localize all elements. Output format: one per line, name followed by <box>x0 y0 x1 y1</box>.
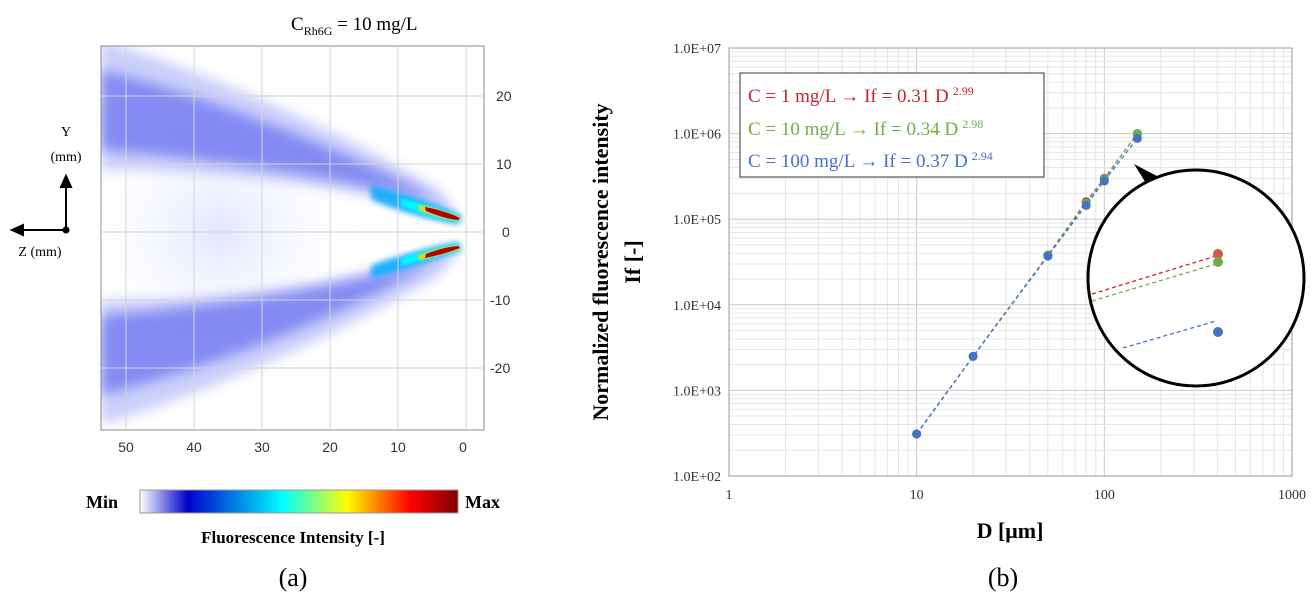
x-tick-label: 100 <box>1094 488 1115 503</box>
heatmap-x-ticks: 50 40 30 20 10 0 <box>118 439 467 455</box>
y-tick-label: 1.0E+04 <box>673 299 721 314</box>
y-tick-label: 1.0E+06 <box>673 128 721 143</box>
y-tick-label: 1.0E+02 <box>673 470 721 485</box>
zoom-inset <box>1086 164 1306 388</box>
data-point <box>1043 251 1053 261</box>
legend-text: C = 1 mg/L → If = 0.31 D <box>748 86 949 107</box>
axis-indicator <box>9 173 73 237</box>
x-tick-label: 1000 <box>1278 488 1306 503</box>
panel-a: 50 40 30 20 10 0 20 10 0 -10 -20 Y (mm) … <box>9 14 512 592</box>
data-point <box>912 429 922 439</box>
x-tick-label: 50 <box>118 439 134 455</box>
inset-line-red <box>1091 255 1217 295</box>
colorbar-min-label: Min <box>86 492 118 512</box>
data-point <box>1099 174 1109 184</box>
fit-lines <box>916 133 1138 435</box>
data-point <box>1043 250 1053 260</box>
fit-line <box>916 133 1138 435</box>
y-tick-label: -10 <box>490 292 510 308</box>
inset-line-green <box>1091 263 1217 302</box>
y-tick-label: 1.0E+03 <box>673 384 721 399</box>
legend-entry-2: C = 10 mg/L → If = 0.34 D 2.98 <box>748 117 983 140</box>
zoom-pointer <box>1134 164 1172 199</box>
caption-b: (b) <box>988 563 1018 592</box>
axis-z-label: Z (mm) <box>18 245 61 260</box>
caption-a: (a) <box>279 563 308 592</box>
title-subscript: Rh6G <box>304 24 333 38</box>
legend-box <box>739 72 1045 178</box>
inset-point-green <box>1213 257 1223 267</box>
data-point <box>912 429 922 439</box>
legend-exponent: 2.98 <box>962 117 983 131</box>
x-tick-label: 1 <box>726 488 733 503</box>
x-tick-label: 10 <box>390 439 406 455</box>
inset-point-blue <box>1213 327 1223 337</box>
colorbar-label: Fluorescence Intensity [-] <box>201 528 385 547</box>
data-point <box>968 351 978 361</box>
fit-line <box>916 138 1138 435</box>
x-axis-title: D [μm] <box>977 518 1044 543</box>
log-plot-area <box>728 47 1293 477</box>
x-tick-label: 30 <box>254 439 270 455</box>
y-tick-label: 20 <box>496 88 512 104</box>
fit-line <box>916 133 1138 435</box>
data-point <box>968 351 978 361</box>
data-point <box>912 429 922 439</box>
legend-text: C = 10 mg/L → If = 0.34 D <box>748 119 958 140</box>
axis-y-label-line1: Y <box>61 125 71 140</box>
data-points <box>912 129 1142 439</box>
data-point <box>1099 176 1109 186</box>
zoom-circle <box>1086 168 1306 388</box>
legend-exponent: 2.99 <box>953 84 974 98</box>
inset-point-red <box>1213 249 1223 259</box>
data-point <box>1132 129 1142 139</box>
axis-y-label-line2: (mm) <box>50 150 81 165</box>
x-tick-label: 10 <box>910 488 924 503</box>
legend-text: C = 100 mg/L → If = 0.37 D <box>748 151 968 172</box>
y-tick-label: 0 <box>502 224 510 240</box>
log-grid <box>728 48 1292 477</box>
x-tick-label: 20 <box>322 439 338 455</box>
data-point <box>1081 197 1091 207</box>
data-point <box>1132 133 1142 143</box>
legend-entry-1: C = 1 mg/L → If = 0.31 D 2.99 <box>748 84 974 107</box>
inset-line-blue <box>1122 320 1217 349</box>
data-point <box>1081 198 1091 208</box>
heatmap-grid <box>101 46 484 430</box>
heatmap-y-ticks: 20 10 0 -10 -20 <box>490 88 512 376</box>
x-tick-label: 0 <box>459 439 467 455</box>
y-tick-label: -20 <box>490 360 510 376</box>
log-axis-ticks: 1 10 100 1000 1.0E+02 1.0E+03 1.0E+04 1.0E+05 1.… <box>673 42 1306 503</box>
legend-entry-3: C = 100 mg/L → If = 0.37 D 2.94 <box>748 149 993 172</box>
data-point <box>1081 200 1091 210</box>
heatmap-title: CRh6G = 10 mg/L <box>291 14 418 38</box>
data-point <box>1132 129 1142 139</box>
legend: C = 1 mg/L → If = 0.31 D 2.99 C = 10 mg/L… <box>739 72 1045 178</box>
data-point <box>968 351 978 361</box>
title-main: C <box>291 14 304 35</box>
y-tick-label: 1.0E+07 <box>673 42 721 57</box>
legend-exponent: 2.94 <box>972 149 993 163</box>
colorbar-max-label: Max <box>465 492 500 512</box>
y-tick-label: 1.0E+05 <box>673 213 721 228</box>
title-rest: = 10 mg/L <box>332 14 417 35</box>
colorbar <box>139 489 459 514</box>
data-point <box>1043 250 1053 260</box>
data-point <box>1099 173 1109 183</box>
x-tick-label: 40 <box>186 439 202 455</box>
y-tick-label: 10 <box>496 156 512 172</box>
